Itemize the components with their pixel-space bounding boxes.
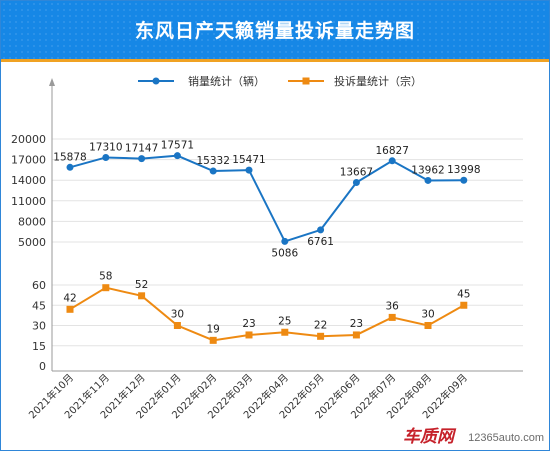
sales-data-label: 15471 xyxy=(232,154,265,166)
sales-y-tick-label: 5000 xyxy=(18,236,46,249)
sales-y-tick-label: 14000 xyxy=(11,174,46,187)
complaints-data-label: 42 xyxy=(63,292,76,304)
sales-point xyxy=(424,176,432,184)
legend: 销量统计（辆） 投诉量统计（宗） xyxy=(138,74,422,88)
sales-point xyxy=(245,166,253,174)
complaints-data-label: 30 xyxy=(171,309,184,321)
sales-y-tick-label: 8000 xyxy=(18,215,46,228)
sales-y-tick-label: 20000 xyxy=(11,133,46,146)
sales-data-label: 17147 xyxy=(125,143,158,155)
complaints-point xyxy=(424,322,432,329)
sales-point xyxy=(281,237,289,245)
complaints-point xyxy=(460,301,468,309)
sales-point xyxy=(460,176,468,184)
complaints-y-tick-label: 0 xyxy=(39,360,46,373)
sales-y-tick-label: 11000 xyxy=(11,195,46,208)
complaints-data-label: 23 xyxy=(242,318,255,330)
complaints-point xyxy=(102,284,110,292)
sales-point xyxy=(352,178,360,186)
legend-complaints-label: 投诉量统计（宗） xyxy=(334,74,422,88)
complaints-point xyxy=(173,322,181,329)
complaints-data-label: 22 xyxy=(314,319,327,331)
complaints-point xyxy=(209,336,217,344)
sales-data-label: 15332 xyxy=(196,155,229,167)
complaints-data-label: 45 xyxy=(457,288,470,300)
complaints-data-label: 25 xyxy=(278,315,291,327)
complaints-data-label: 30 xyxy=(421,309,434,321)
sales-data-label: 15878 xyxy=(53,151,86,163)
sales-point xyxy=(173,152,181,160)
sales-data-label: 5086 xyxy=(271,247,298,259)
legend-complaints-marker xyxy=(302,77,310,85)
complaints-data-label: 36 xyxy=(386,300,400,312)
complaints-y-tick-label: 45 xyxy=(32,299,46,312)
complaints-point xyxy=(138,292,146,300)
complaints-point xyxy=(281,328,289,336)
complaints-line xyxy=(69,286,465,342)
sales-line xyxy=(69,154,464,243)
complaints-point xyxy=(66,305,74,313)
sales-point xyxy=(102,153,110,161)
complaints-y-tick-label: 30 xyxy=(32,320,46,333)
legend-sales-label: 销量统计（辆） xyxy=(188,74,265,88)
sales-data-label: 13998 xyxy=(447,164,480,176)
watermark-brand: 车质网 xyxy=(403,427,454,447)
complaints-data-label: 52 xyxy=(135,279,148,291)
sales-point xyxy=(317,226,325,234)
y-axis-arrow-icon xyxy=(49,78,55,86)
sales-data-label: 17571 xyxy=(161,140,194,152)
sales-data-label: 13667 xyxy=(340,166,373,178)
watermark-site: 12365auto.com xyxy=(468,432,544,444)
sales-data-label: 13962 xyxy=(411,164,444,176)
sales-data-label: 17310 xyxy=(89,141,122,153)
sales-point xyxy=(138,155,146,163)
series-layer xyxy=(66,152,468,344)
sales-point xyxy=(388,157,396,165)
axis-layer xyxy=(49,78,523,372)
complaints-point xyxy=(352,331,360,339)
complaints-data-label: 19 xyxy=(207,323,220,335)
sales-point xyxy=(66,163,74,171)
sales-y-tick-label: 17000 xyxy=(11,154,46,167)
complaints-data-label: 23 xyxy=(350,318,363,330)
complaints-point xyxy=(388,313,396,321)
legend-sales-marker xyxy=(152,77,160,85)
chart-title: 东风日产天籁销量投诉量走势图 xyxy=(134,20,415,42)
complaints-data-label: 58 xyxy=(99,271,112,283)
title-bar: 东风日产天籁销量投诉量走势图 xyxy=(1,1,549,62)
label-layer: 5000800011000140001700020000015304560202… xyxy=(11,133,481,421)
sales-data-label: 6761 xyxy=(307,236,334,248)
complaints-y-tick-label: 15 xyxy=(32,340,46,353)
complaints-point xyxy=(317,332,325,340)
complaints-y-tick-label: 60 xyxy=(32,279,46,292)
sales-point xyxy=(209,167,217,175)
sales-data-label: 16827 xyxy=(375,145,408,157)
complaints-point xyxy=(245,331,253,339)
